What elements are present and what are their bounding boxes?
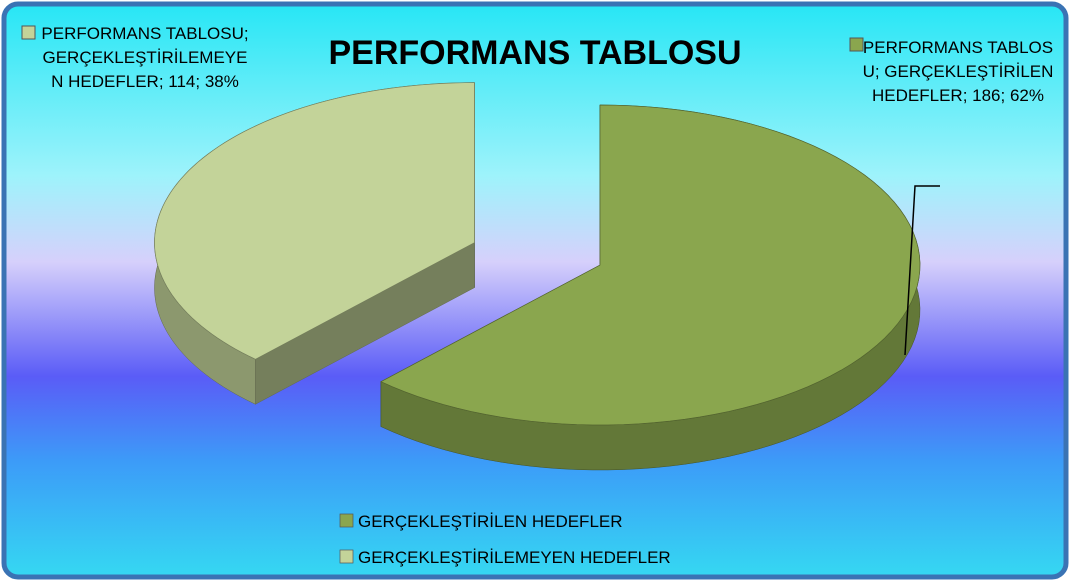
legend: GERÇEKLEŞTİRİLEN HEDEFLER GERÇEKLEŞTİRİLE… [339,512,671,567]
legend-label: GERÇEKLEŞTİRİLEMEYEN HEDEFLER [358,548,671,567]
data-label: PERFORMANS TABLOSU; GERÇEKLEŞTİRİLEN HED… [862,38,1054,105]
slice [154,82,475,360]
chart-title: PERFORMANS TABLOSU [328,34,741,72]
legend-swatch [339,513,354,528]
label-key [849,37,864,52]
data-label: PERFORMANS TABLOSU; GERÇEKLEŞTİRİLEMEYEN… [41,24,249,91]
slice [380,104,921,426]
leader-line [904,185,940,356]
pie [154,82,921,471]
label-key [21,25,36,40]
legend-swatch [339,549,354,564]
legend-label: GERÇEKLEŞTİRİLEN HEDEFLER [358,512,623,531]
